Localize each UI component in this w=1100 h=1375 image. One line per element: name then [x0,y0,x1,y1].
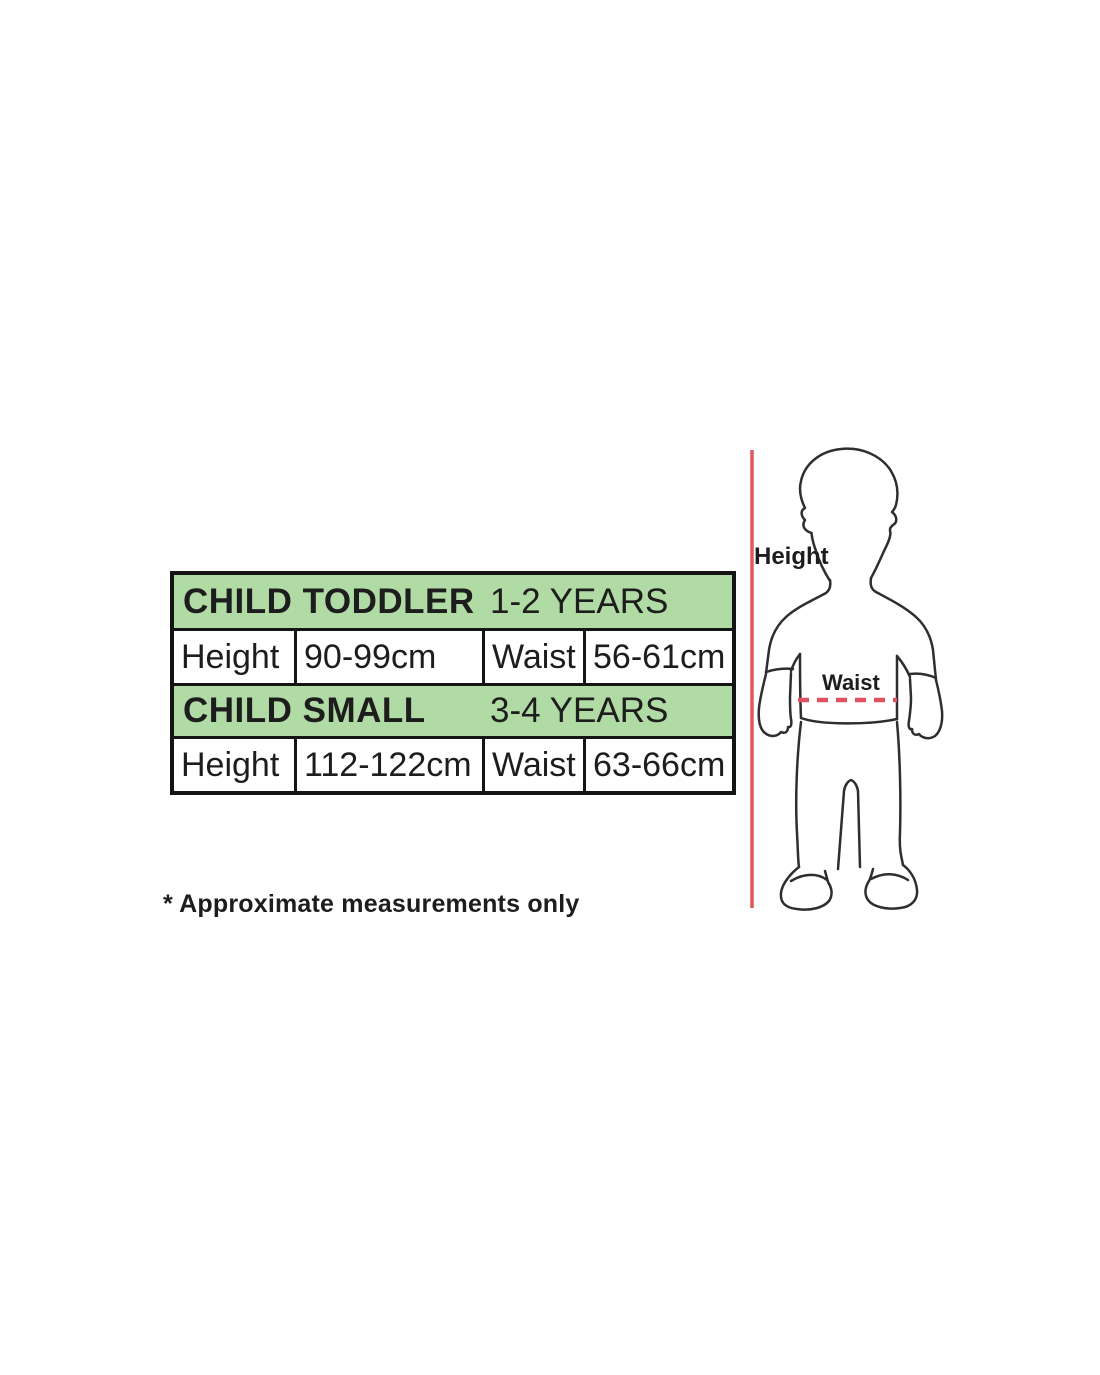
left-sleeve-cuff [764,667,795,674]
pants-inner-legs [836,778,862,871]
waist-label: Waist [822,670,881,695]
waist-value-cell: 63-66cm [583,739,732,791]
head-outline [798,447,899,583]
footnote: * Approximate measurements only [163,890,580,918]
size-table: CHILD TODDLER 1-2 YEARS Height 90-99cm W… [170,571,736,795]
toddler-outline [757,447,944,911]
measurements-row-small: Height 112-122cm Waist 63-66cm [174,736,732,791]
age-range-toddler: 1-2 YEARS [490,581,669,621]
left-shoulder-arm [764,578,832,675]
pants-right-outer [895,720,905,867]
height-value-cell: 112-122cm [294,739,482,791]
height-label: Height [754,543,829,570]
waist-value-cell: 56-61cm [583,631,732,683]
right-inner-arm [895,654,912,679]
right-shoe [864,863,919,910]
toddler-measurement-diagram: Height Waist [745,443,955,923]
left-inner-arm [789,652,802,673]
waist-label-cell: Waist [482,631,583,683]
waist-label-cell: Waist [482,739,583,791]
right-shoe-opening [869,873,910,882]
height-label-cell: Height [181,745,280,784]
left-shoe-opening [789,873,829,883]
right-sleeve-cuff [908,672,938,680]
pants-left-outer [794,720,803,869]
size-header-small: CHILD SMALL 3-4 YEARS [174,683,732,736]
shirt-left-side [798,652,803,720]
right-hand [907,677,944,740]
age-range-small: 3-4 YEARS [490,691,669,730]
left-hand [757,671,793,738]
size-name-toddler: CHILD TODDLER [183,581,475,621]
right-shoulder-arm [869,576,938,682]
toddler-figure-svg: Height Waist [750,447,944,911]
shirt-hem [799,716,899,725]
measurements-row-toddler: Height 90-99cm Waist 56-61cm [174,628,732,683]
size-name-small: CHILD SMALL [183,691,426,730]
height-value-cell: 90-99cm [294,631,482,683]
left-shoe [779,865,833,911]
size-header-toddler: CHILD TODDLER 1-2 YEARS [174,575,732,628]
height-label-cell: Height [181,637,280,676]
